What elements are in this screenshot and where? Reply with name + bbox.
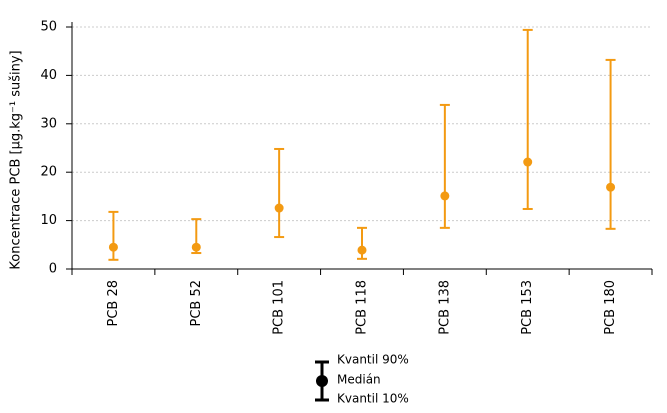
y-tick-label: 20: [40, 165, 57, 180]
x-tick-label: PCB 118: [355, 280, 370, 335]
y-tick-label: 10: [40, 213, 57, 228]
median-dot: [523, 157, 533, 167]
legend-icon: [316, 375, 328, 387]
y-tick-label: 50: [40, 20, 57, 35]
median-dot: [191, 242, 201, 252]
y-axis-label: Koncentrace PCB [µg.kg⁻¹ sušiny]: [9, 50, 24, 269]
median-dot: [440, 191, 450, 201]
x-tick-label: PCB 153: [520, 280, 535, 335]
x-tick-label: PCB 101: [272, 280, 287, 335]
y-tick-label: 30: [40, 116, 57, 131]
legend-label: Kvantil 10%: [337, 392, 409, 406]
x-tick-label: PCB 28: [106, 280, 121, 327]
median-dot: [357, 245, 367, 255]
median-dot: [108, 242, 118, 252]
legend-label: Medián: [337, 373, 381, 387]
x-tick-label: PCB 138: [437, 280, 452, 335]
y-tick-label: 0: [49, 262, 57, 277]
legend-label: Kvantil 90%: [337, 353, 409, 367]
median-dot: [606, 182, 616, 192]
legend: Kvantil 90% Medián Kvantil 10%: [315, 353, 409, 406]
median-dot: [274, 203, 284, 213]
x-tick-label: PCB 52: [189, 280, 204, 327]
x-tick-label: PCB 180: [603, 280, 618, 335]
y-tick-label: 40: [40, 68, 57, 83]
